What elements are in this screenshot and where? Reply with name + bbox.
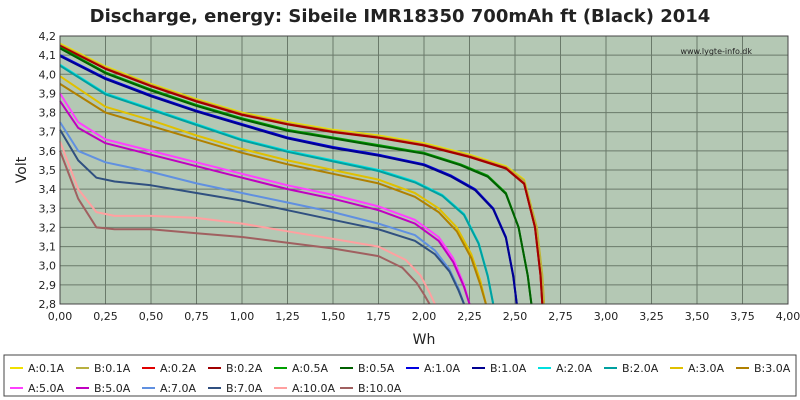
y-tick-label: 4,1 bbox=[39, 49, 57, 62]
watermark: www.lygte-info.dk bbox=[680, 47, 752, 56]
legend-item: A:0.5A bbox=[274, 362, 329, 375]
series-line-B-0-2A bbox=[59, 45, 544, 305]
legend-item: B:10.0A bbox=[340, 382, 402, 395]
x-tick-label: 0,75 bbox=[184, 310, 209, 323]
x-tick-label: 1,25 bbox=[275, 310, 300, 323]
plot-border bbox=[59, 35, 789, 305]
x-tick-label: 4,00 bbox=[776, 310, 800, 323]
y-tick-label: 3,3 bbox=[39, 202, 57, 215]
y-tick-label: 4,2 bbox=[39, 30, 57, 43]
legend-label: A:7.0A bbox=[160, 382, 197, 395]
legend-label: A:0.5A bbox=[292, 362, 329, 375]
legend-item: B:0.1A bbox=[76, 362, 131, 375]
x-tick-label: 3,25 bbox=[639, 310, 664, 323]
legend-label: B:0.1A bbox=[94, 362, 131, 375]
series-line-B-0-5A bbox=[59, 47, 533, 305]
series-lines bbox=[59, 42, 546, 305]
legend-label: B:7.0A bbox=[226, 382, 263, 395]
legend-item: A:2.0A bbox=[538, 362, 593, 375]
y-tick-label: 3,4 bbox=[39, 183, 57, 196]
legend-label: A:3.0A bbox=[688, 362, 725, 375]
y-axis-label: Volt bbox=[14, 156, 30, 183]
x-tick-label: 3,00 bbox=[594, 310, 619, 323]
legend-item: B:0.5A bbox=[340, 362, 395, 375]
legend-label: B:5.0A bbox=[94, 382, 131, 395]
legend-label: B:1.0A bbox=[490, 362, 527, 375]
legend-item: B:7.0A bbox=[208, 382, 263, 395]
legend-item: A:7.0A bbox=[142, 382, 197, 395]
legend-item: A:1.0A bbox=[406, 362, 461, 375]
x-tick-label: 2,50 bbox=[503, 310, 528, 323]
legend-label: B:0.5A bbox=[358, 362, 395, 375]
legend-label: B:2.0A bbox=[622, 362, 659, 375]
y-tick-label: 2,9 bbox=[39, 279, 57, 292]
legend-item: A:5.0A bbox=[10, 382, 65, 395]
legend-item: A:0.2A bbox=[142, 362, 197, 375]
series-line-A-7-0A bbox=[59, 121, 465, 305]
y-tick-label: 3,2 bbox=[39, 221, 57, 234]
y-tick-label: 3,6 bbox=[39, 145, 57, 158]
x-tick-label: 0,50 bbox=[139, 310, 164, 323]
y-tick-label: 3,1 bbox=[39, 241, 57, 254]
y-tick-label: 4,0 bbox=[39, 68, 57, 81]
legend-item: B:1.0A bbox=[472, 362, 527, 375]
legend-label: A:10.0A bbox=[292, 382, 336, 395]
legend-label: A:1.0A bbox=[424, 362, 461, 375]
legend-label: B:10.0A bbox=[358, 382, 402, 395]
legend-label: A:0.2A bbox=[160, 362, 197, 375]
x-tick-label: 0,00 bbox=[48, 310, 73, 323]
legend-label: A:5.0A bbox=[28, 382, 65, 395]
x-tick-label: 2,00 bbox=[412, 310, 437, 323]
series-line-B-2-0A bbox=[59, 64, 495, 305]
legend-item: B:2.0A bbox=[604, 362, 659, 375]
y-tick-label: 3,9 bbox=[39, 87, 57, 100]
x-tick-label: 3,50 bbox=[685, 310, 710, 323]
legend-item: A:10.0A bbox=[274, 382, 336, 395]
series-line-A-5-0A bbox=[59, 92, 471, 305]
series-line-A-3-0A bbox=[59, 75, 487, 305]
x-tick-label: 1,00 bbox=[230, 310, 255, 323]
series-line-B-10-0A bbox=[59, 150, 431, 305]
legend-label: A:2.0A bbox=[556, 362, 593, 375]
legend-box bbox=[3, 354, 797, 397]
y-tick-labels: 2,8 2,9 3,0 3,1 3,2 3,3 3,4 3,5 3,6 3,7 3,8 3,9 4,0 4… bbox=[39, 30, 57, 311]
y-tick-label: 3,7 bbox=[39, 126, 57, 139]
y-tick-label: 3,0 bbox=[39, 260, 57, 273]
series-line-B-7-0A bbox=[59, 129, 465, 305]
chart-title: Discharge, energy: Sibeile IMR18350 700m… bbox=[90, 6, 711, 27]
legend-item: B:0.2A bbox=[208, 362, 263, 375]
x-tick-label: 2,25 bbox=[457, 310, 482, 323]
legend-item: A:0.1A bbox=[10, 362, 65, 375]
y-tick-label: 3,5 bbox=[39, 164, 57, 177]
series-line-B-5-0A bbox=[59, 100, 471, 305]
x-tick-labels: 0,00 0,25 0,50 0,75 1,00 1,25 1,50 1,75 2,00 2,25… bbox=[48, 310, 800, 323]
legend-label: B:0.2A bbox=[226, 362, 263, 375]
legend-label: B:3.0A bbox=[754, 362, 791, 375]
legend-label: A:0.1A bbox=[28, 362, 65, 375]
legend-item: B:3.0A bbox=[736, 362, 791, 375]
x-tick-label: 0,25 bbox=[93, 310, 118, 323]
series-line-A-10-0A bbox=[59, 140, 436, 305]
x-tick-label: 3,75 bbox=[730, 310, 755, 323]
legend: A:0.1A B:0.1A A:0.2A B:0.2A A:0.5A B:0.5A A:1.… bbox=[10, 362, 791, 395]
legend-item: A:3.0A bbox=[670, 362, 725, 375]
x-tick-label: 1,50 bbox=[321, 310, 346, 323]
series-line-B-1-0A bbox=[59, 55, 518, 305]
y-tick-label: 3,8 bbox=[39, 107, 57, 120]
legend-item: B:5.0A bbox=[76, 382, 131, 395]
series-line-B-3-0A bbox=[59, 83, 487, 305]
x-tick-label: 2,75 bbox=[548, 310, 573, 323]
x-axis-label: Wh bbox=[413, 332, 436, 348]
x-tick-label: 1,75 bbox=[366, 310, 391, 323]
y-tick-label: 2,8 bbox=[39, 298, 57, 311]
